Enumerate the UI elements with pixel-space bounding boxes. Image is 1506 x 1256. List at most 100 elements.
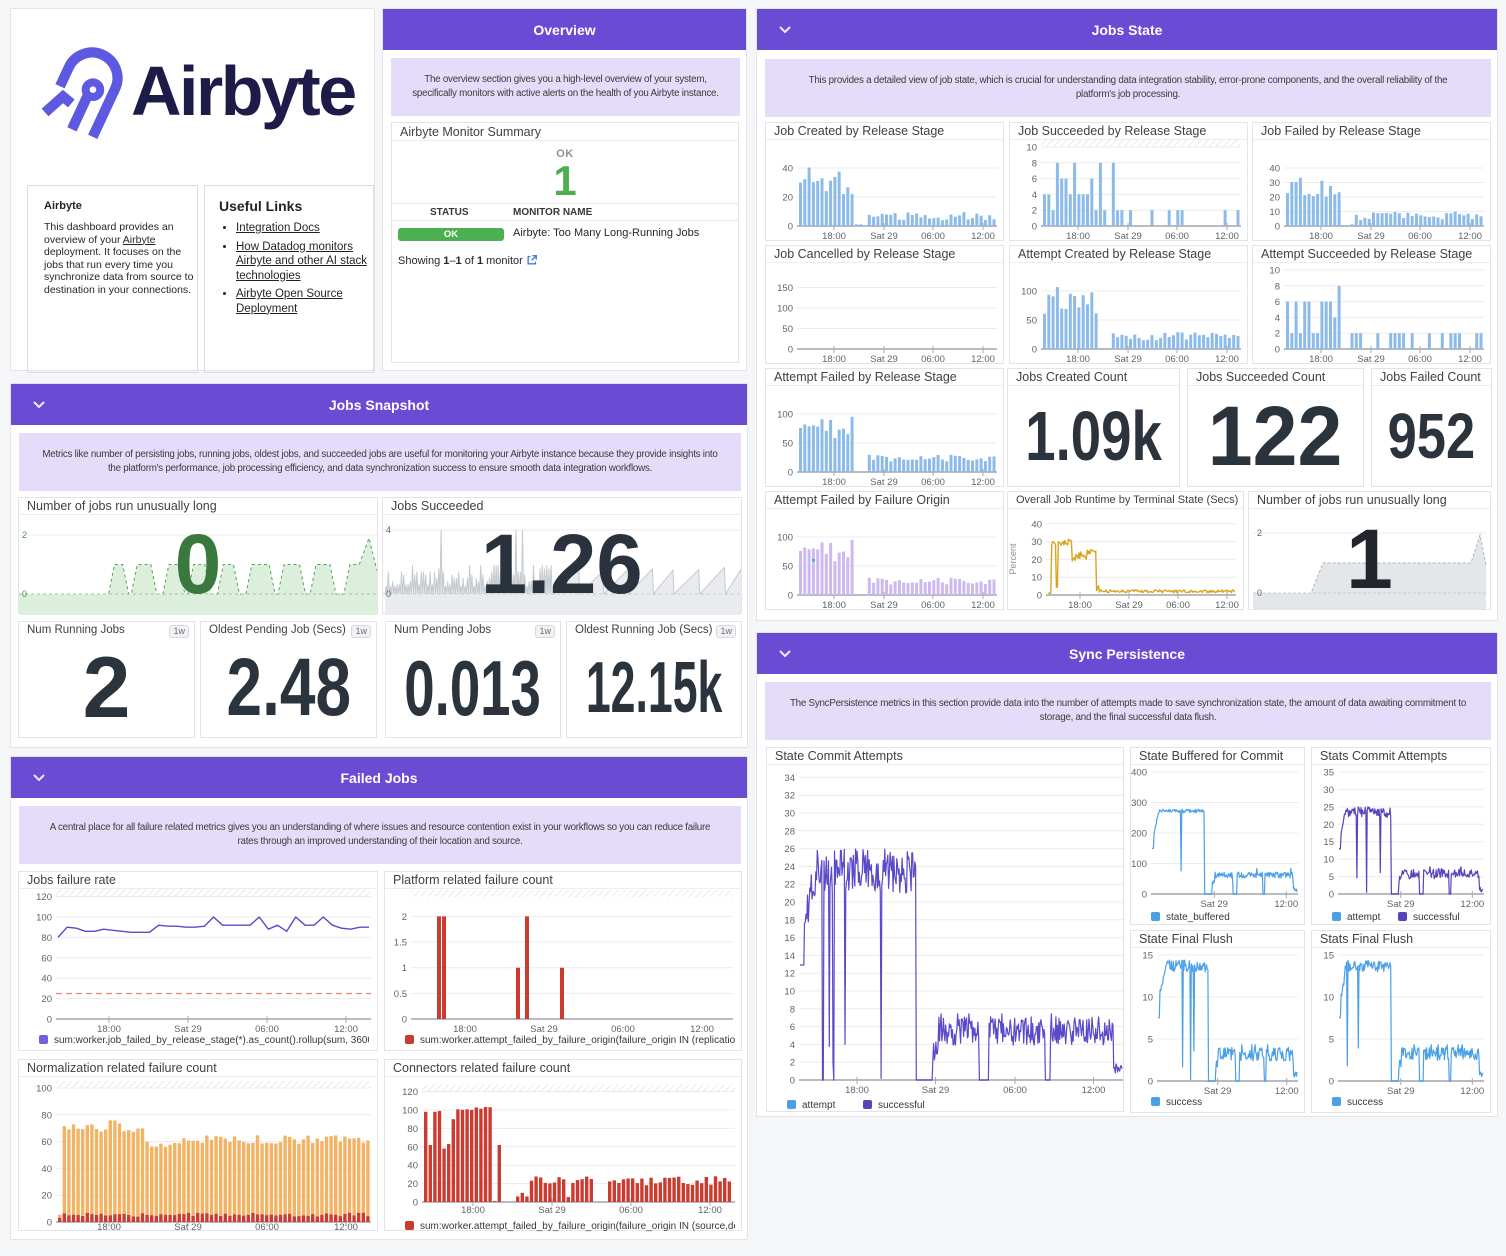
svg-text:10: 10 <box>1323 993 1334 1004</box>
svg-text:12:00: 12:00 <box>971 600 995 611</box>
svg-text:18:00: 18:00 <box>845 1085 869 1096</box>
svg-text:6: 6 <box>790 1022 795 1033</box>
svg-text:0: 0 <box>1329 1077 1334 1088</box>
svg-text:12:00: 12:00 <box>1460 899 1484 910</box>
svg-text:20: 20 <box>1031 555 1042 566</box>
svg-text:4: 4 <box>790 1040 795 1051</box>
svg-text:20: 20 <box>1323 820 1334 831</box>
svg-text:12:00: 12:00 <box>334 1024 358 1035</box>
svg-text:0: 0 <box>788 345 793 356</box>
svg-text:32: 32 <box>784 791 795 802</box>
svg-text:12:00: 12:00 <box>1215 231 1239 242</box>
svg-text:06:00: 06:00 <box>1003 1085 1027 1096</box>
svg-text:18:00: 18:00 <box>822 231 846 242</box>
svg-text:30: 30 <box>1323 785 1334 796</box>
svg-text:0.5: 0.5 <box>394 989 407 1000</box>
svg-text:0: 0 <box>1032 222 1037 233</box>
svg-text:100: 100 <box>777 304 793 315</box>
svg-text:10: 10 <box>1031 573 1042 584</box>
svg-text:12:00: 12:00 <box>971 231 995 242</box>
svg-text:18:00: 18:00 <box>1309 354 1333 365</box>
svg-text:18:00: 18:00 <box>822 477 846 488</box>
svg-text:20: 20 <box>41 994 52 1005</box>
svg-text:18:00: 18:00 <box>1068 600 1092 611</box>
svg-text:0: 0 <box>1032 345 1037 356</box>
svg-text:1.5: 1.5 <box>394 938 407 949</box>
svg-text:12:00: 12:00 <box>1458 354 1482 365</box>
svg-text:Sat 29: Sat 29 <box>1200 899 1227 910</box>
svg-text:28: 28 <box>784 826 795 837</box>
svg-text:Sat 29: Sat 29 <box>1357 354 1384 365</box>
svg-text:80: 80 <box>41 933 52 944</box>
svg-text:100: 100 <box>1131 859 1147 870</box>
svg-text:14: 14 <box>784 951 795 962</box>
svg-text:Sat 29: Sat 29 <box>538 1205 565 1216</box>
svg-text:24: 24 <box>784 862 795 873</box>
svg-text:50: 50 <box>782 562 793 573</box>
svg-text:06:00: 06:00 <box>255 1222 279 1232</box>
svg-text:18:00: 18:00 <box>461 1205 485 1216</box>
svg-text:15: 15 <box>1142 951 1153 962</box>
svg-text:2: 2 <box>1257 528 1262 538</box>
svg-text:40: 40 <box>407 1161 418 1172</box>
svg-text:0: 0 <box>1257 588 1262 598</box>
svg-text:6: 6 <box>1032 174 1037 185</box>
svg-text:8: 8 <box>1275 281 1280 292</box>
svg-text:8: 8 <box>1032 158 1037 169</box>
svg-text:12:00: 12:00 <box>1460 1086 1484 1097</box>
svg-text:50: 50 <box>1026 316 1037 327</box>
svg-text:0: 0 <box>22 589 27 599</box>
svg-text:20: 20 <box>407 1179 418 1190</box>
svg-text:25: 25 <box>1323 802 1334 813</box>
svg-text:6: 6 <box>1275 297 1280 308</box>
svg-text:Sat 29: Sat 29 <box>530 1024 557 1035</box>
svg-text:30: 30 <box>1031 537 1042 548</box>
svg-text:0: 0 <box>1329 890 1334 901</box>
svg-text:34: 34 <box>784 773 795 784</box>
svg-text:Sat 29: Sat 29 <box>1387 899 1414 910</box>
svg-text:0: 0 <box>1148 1077 1153 1088</box>
svg-text:Sat 29: Sat 29 <box>922 1085 949 1096</box>
svg-text:0: 0 <box>413 1198 418 1209</box>
svg-text:0: 0 <box>1142 890 1147 901</box>
svg-text:80: 80 <box>41 1110 52 1121</box>
svg-text:12:00: 12:00 <box>698 1205 722 1216</box>
svg-text:1: 1 <box>402 963 407 974</box>
svg-text:5: 5 <box>1329 1035 1334 1046</box>
svg-text:12:00: 12:00 <box>971 354 995 365</box>
svg-text:06:00: 06:00 <box>921 600 945 611</box>
svg-text:5: 5 <box>1148 1035 1153 1046</box>
svg-text:100: 100 <box>36 1084 52 1095</box>
svg-text:0: 0 <box>1037 591 1042 602</box>
svg-text:100: 100 <box>36 913 52 924</box>
svg-text:10: 10 <box>1323 855 1334 866</box>
svg-text:0: 0 <box>788 591 793 602</box>
svg-text:40: 40 <box>41 974 52 985</box>
svg-text:100: 100 <box>402 1106 418 1117</box>
svg-text:Sat 29: Sat 29 <box>870 477 897 488</box>
svg-text:60: 60 <box>41 953 52 964</box>
svg-text:4: 4 <box>1275 313 1280 324</box>
svg-text:06:00: 06:00 <box>1165 354 1189 365</box>
svg-text:2: 2 <box>1275 329 1280 340</box>
svg-text:15: 15 <box>1323 837 1334 848</box>
svg-text:4: 4 <box>386 525 391 535</box>
svg-text:40: 40 <box>41 1164 52 1175</box>
svg-text:Sat 29: Sat 29 <box>870 600 897 611</box>
svg-text:20: 20 <box>784 898 795 909</box>
svg-text:Percent: Percent <box>1008 543 1018 575</box>
svg-text:400: 400 <box>1131 768 1147 779</box>
svg-text:Sat 29: Sat 29 <box>870 231 897 242</box>
svg-text:18: 18 <box>784 915 795 926</box>
svg-text:0: 0 <box>1275 222 1280 233</box>
svg-text:2: 2 <box>402 912 407 923</box>
svg-text:18:00: 18:00 <box>822 354 846 365</box>
svg-text:18:00: 18:00 <box>453 1024 477 1035</box>
svg-text:150: 150 <box>777 283 793 294</box>
svg-text:50: 50 <box>782 324 793 335</box>
svg-text:06:00: 06:00 <box>921 231 945 242</box>
svg-text:10: 10 <box>1142 993 1153 1004</box>
svg-text:Sat 29: Sat 29 <box>1387 1086 1414 1097</box>
svg-text:06:00: 06:00 <box>1408 231 1432 242</box>
svg-text:0: 0 <box>47 1218 52 1229</box>
